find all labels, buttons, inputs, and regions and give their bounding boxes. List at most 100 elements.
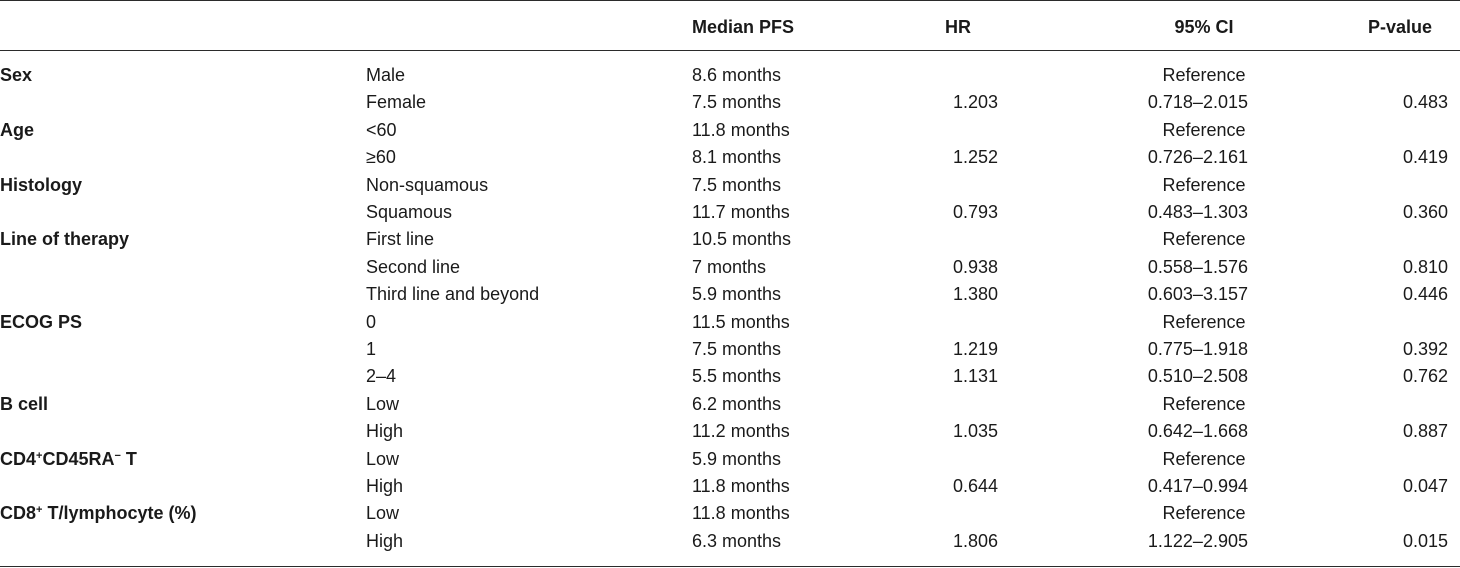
table-row: Line of therapy First line 10.5 months Refe… [0,226,1460,253]
header-p-value: P-value [1367,17,1433,37]
row-level: Low [366,448,400,469]
table-row: Sex Male 8.6 months Reference [0,62,1460,89]
row-level: Low [366,393,400,414]
row-median-pfs: 11.8 months [692,476,790,496]
row-hr: 1.035 [952,421,998,442]
table-row: CD8+ T/lymphocyte (%) Low 11.8 months Refer… [0,500,1460,527]
row-ci: 0.718–2.015 [1147,92,1248,113]
table-header-row: Median PFS HR 95% CI P-value [0,14,1460,41]
row-level: High [366,421,404,442]
row-level: Third line and beyond [366,284,540,305]
row-median-pfs: 5.5 months [692,366,782,387]
row-level: 1 [366,339,377,359]
row-ci: Reference [1162,393,1246,414]
header-rule [0,50,1460,51]
row-median-pfs: 11.8 months [692,503,790,524]
row-ci: Reference [1162,503,1246,524]
row-ci: Reference [1162,448,1246,469]
row-median-pfs: 11.8 months [692,119,790,140]
row-level: Female [366,92,427,113]
row-ci: 0.417–0.994 [1147,476,1248,496]
header-hr: HR [945,17,971,37]
row-median-pfs: 6.3 months [692,530,782,551]
row-level: <60 [366,119,397,140]
row-p-value: 0.446 [1402,284,1448,305]
row-ci: 0.558–1.576 [1147,256,1248,277]
row-median-pfs: 11.2 months [692,421,790,442]
row-variable: ECOG PS [0,311,83,332]
row-median-pfs: 7 months [692,256,767,277]
row-variable: Age [0,119,35,140]
row-median-pfs: 8.6 months [692,65,782,85]
table-row: B cell Low 6.2 months Reference [0,391,1460,418]
row-level: Male [366,65,406,85]
row-level: ≥60 [366,147,396,168]
row-median-pfs: 7.5 months [692,92,782,113]
row-ci: Reference [1162,65,1246,85]
row-ci: Reference [1162,174,1246,195]
table-row: ≥60 8.1 months 1.252 0.726–2.161 0.419 [0,144,1460,171]
row-hr: 1.806 [952,530,998,551]
table-row: Third line and beyond 5.9 months 1.380 0.60… [0,281,1460,308]
row-ci: Reference [1162,119,1246,140]
row-level: Low [366,503,400,524]
row-median-pfs: 10.5 months [692,229,792,250]
row-p-value: 0.047 [1402,476,1448,496]
row-p-value: 0.360 [1402,202,1448,222]
table-row: CD4+CD45RA− T Low 5.9 months Reference [0,446,1460,473]
row-ci: 0.775–1.918 [1147,339,1248,359]
row-level: High [366,476,404,496]
row-hr: 1.252 [952,147,998,168]
row-median-pfs: 11.5 months [692,311,790,332]
row-level: Non-squamous [366,174,489,195]
table-row: Age <60 11.8 months Reference [0,117,1460,144]
row-variable: CD4+CD45RA− T [0,448,137,469]
row-p-value: 0.483 [1402,92,1448,113]
row-hr: 0.793 [952,202,998,222]
row-hr: 0.644 [952,476,998,496]
table-row: Second line 7 months 0.938 0.558–1.576 0.810 [0,254,1460,281]
row-hr: 1.131 [952,366,998,387]
row-level: Squamous [366,202,453,222]
row-ci: 0.483–1.303 [1147,202,1248,222]
table-row: High 6.3 months 1.806 1.122–2.905 0.015 [0,528,1460,555]
table-row: High 11.2 months 1.035 0.642–1.668 0.887 [0,418,1460,445]
row-median-pfs: 6.2 months [692,393,782,414]
top-rule [0,0,1460,1]
row-median-pfs: 7.5 months [692,174,782,195]
row-ci: Reference [1162,229,1246,250]
row-median-pfs: 7.5 months [692,339,782,359]
row-median-pfs: 5.9 months [692,284,782,305]
row-p-value: 0.762 [1402,366,1448,387]
row-p-value: 0.419 [1402,147,1448,168]
header-95-ci: 95% CI [1174,17,1234,37]
table-row: 2–4 5.5 months 1.131 0.510–2.508 0.762 [0,363,1460,390]
row-ci: 0.603–3.157 [1147,284,1248,305]
row-median-pfs: 8.1 months [692,147,782,168]
header-median-pfs: Median PFS [692,17,795,37]
table-row: High 11.8 months 0.644 0.417–0.994 0.047 [0,473,1460,500]
row-hr: 1.203 [952,92,998,113]
row-ci: 0.726–2.161 [1147,147,1248,168]
table-row: Histology Non-squamous 7.5 months Reference [0,172,1460,199]
row-ci: 0.642–1.668 [1147,421,1248,442]
row-ci: Reference [1162,311,1246,332]
table-row: ECOG PS 0 11.5 months Reference [0,309,1460,336]
table-row: Female 7.5 months 1.203 0.718–2.015 0.483 [0,89,1460,116]
row-median-pfs: 11.7 months [692,202,790,222]
row-level: 0 [366,311,377,332]
row-variable: CD8+ T/lymphocyte (%) [0,503,197,524]
row-variable: Histology [0,174,83,195]
row-p-value: 0.887 [1402,421,1448,442]
row-level: First line [366,229,435,250]
row-level: Second line [366,256,461,277]
table-row: Squamous 11.7 months 0.793 0.483–1.303 0.360 [0,199,1460,226]
row-ci: 1.122–2.905 [1147,530,1248,551]
row-level: 2–4 [366,366,397,387]
row-hr: 1.380 [952,284,998,305]
row-hr: 1.219 [952,339,998,359]
row-level: High [366,530,404,551]
row-ci: 0.510–2.508 [1147,366,1248,387]
row-p-value: 0.392 [1402,339,1448,359]
